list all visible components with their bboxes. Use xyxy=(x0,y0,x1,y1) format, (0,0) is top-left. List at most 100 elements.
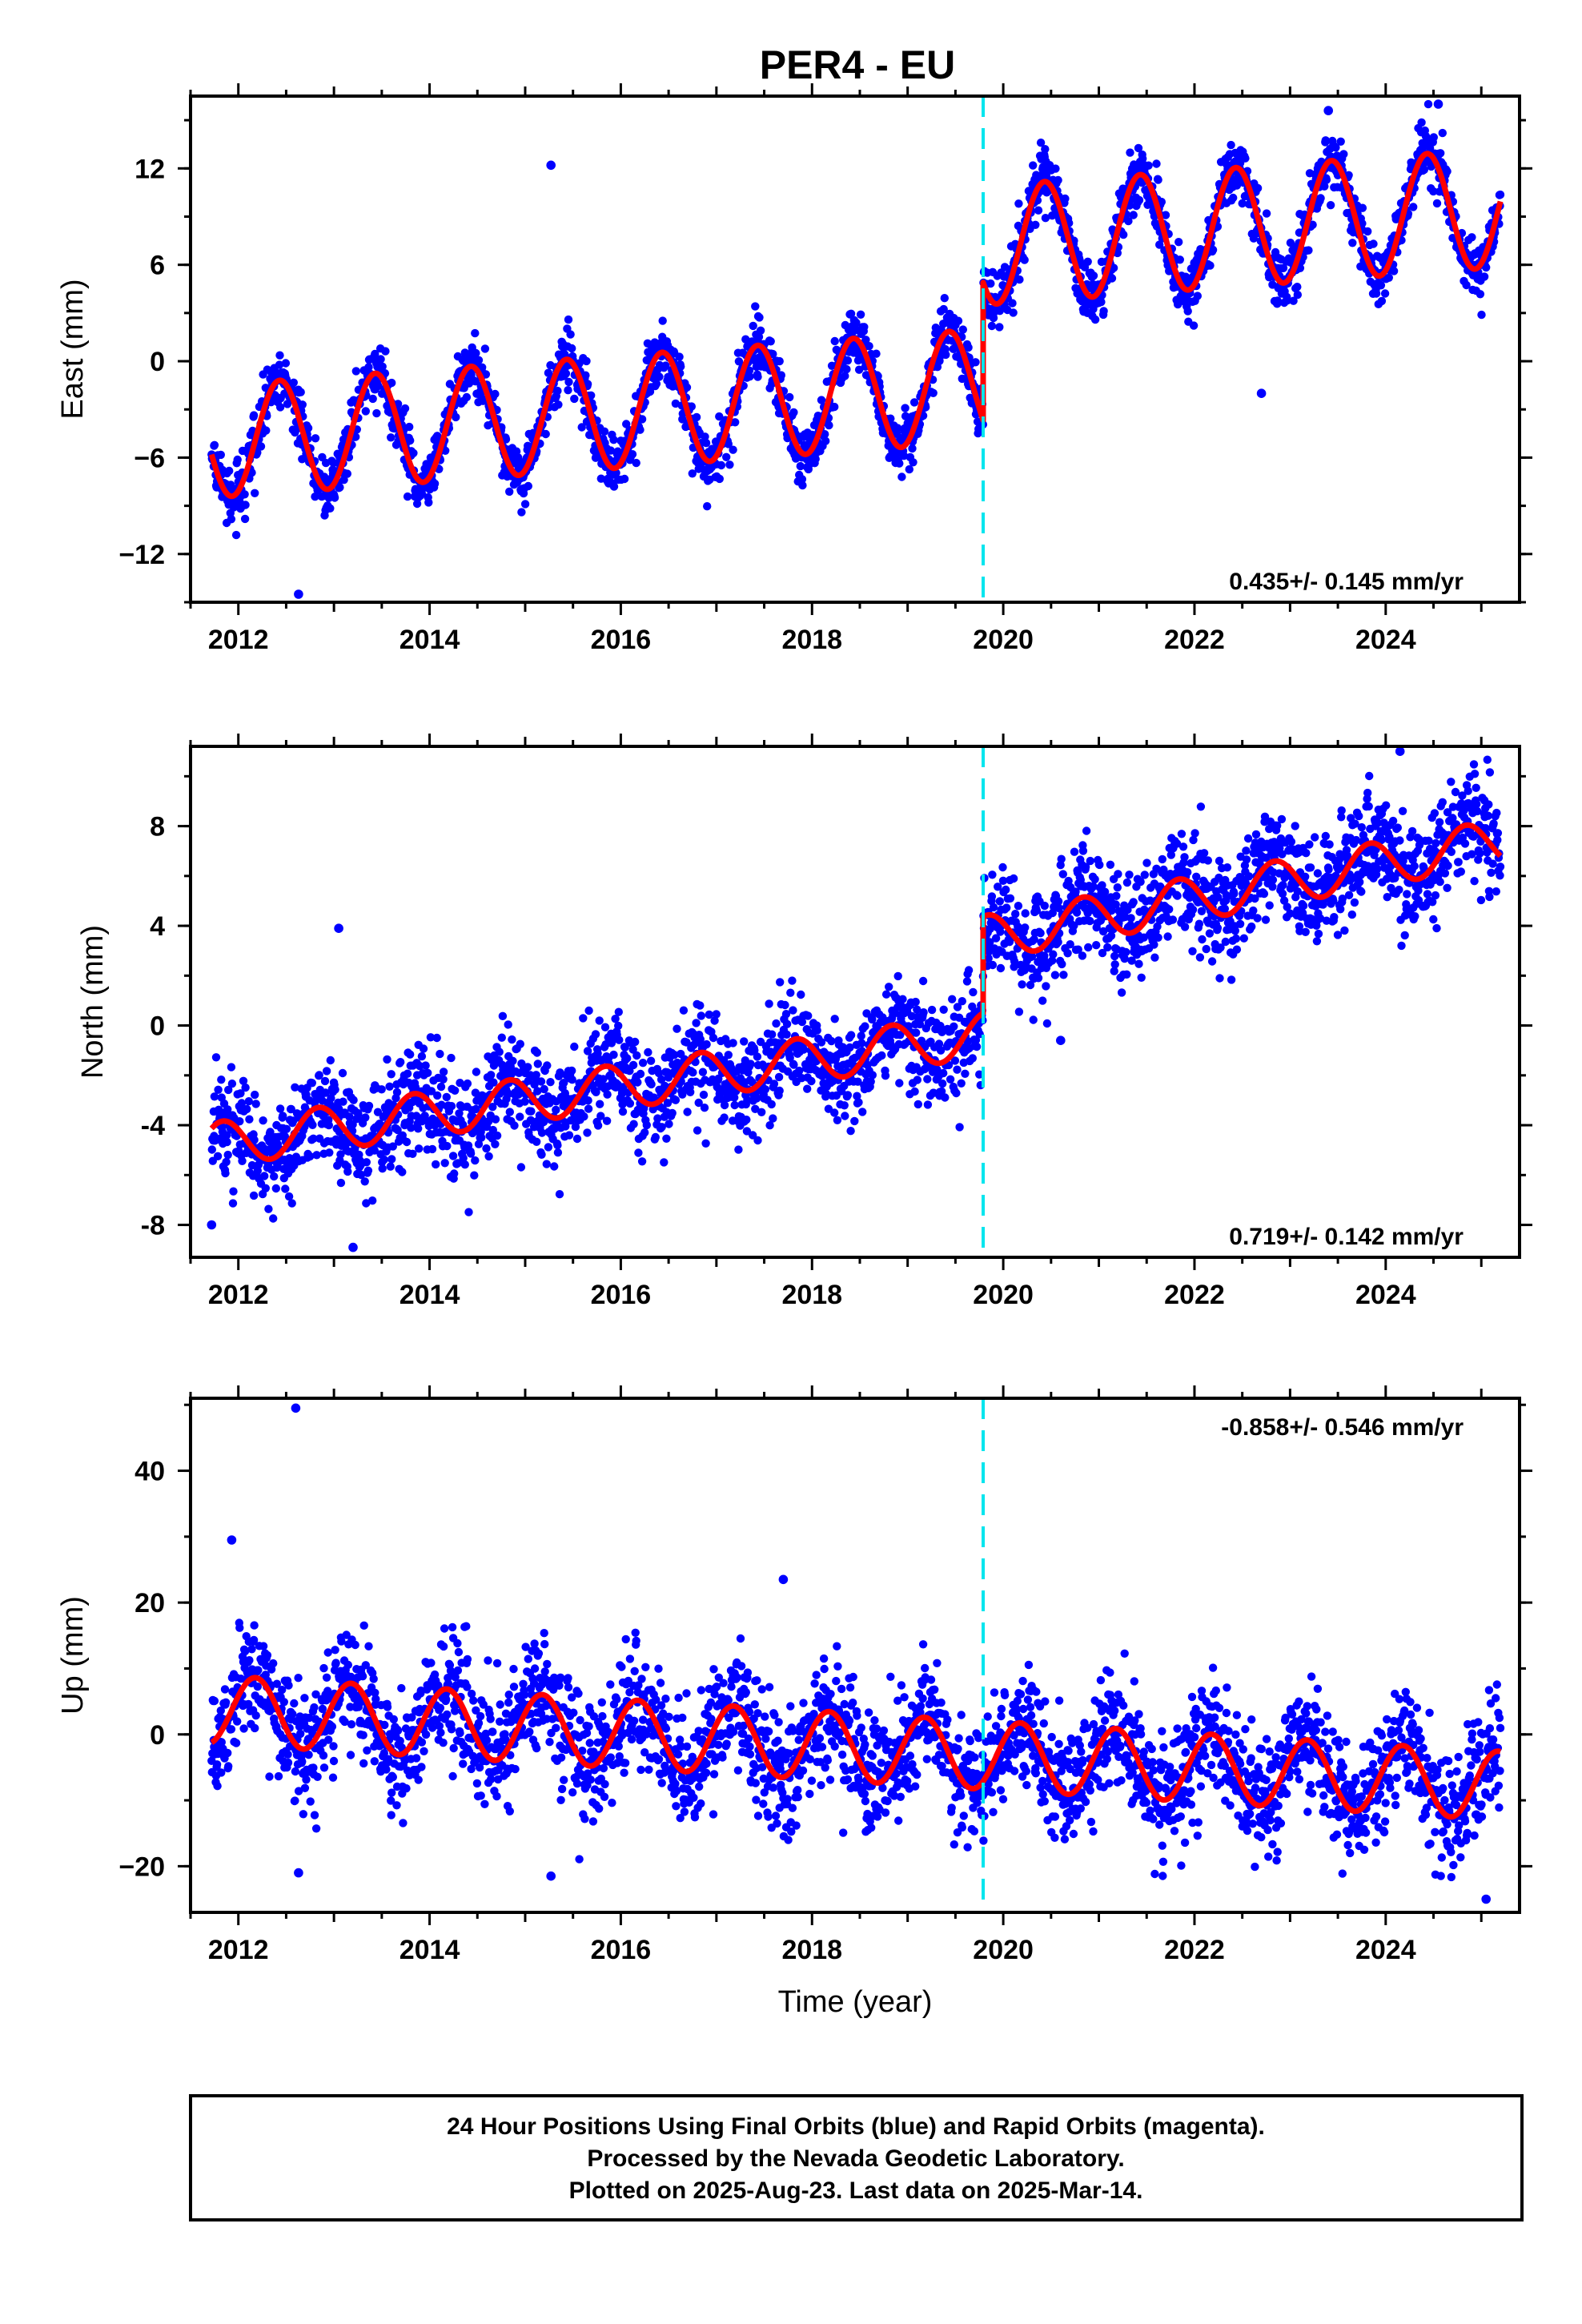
data-point xyxy=(428,1144,437,1154)
data-point xyxy=(821,430,829,439)
data-point xyxy=(1183,868,1192,877)
data-point xyxy=(287,1199,296,1208)
data-point xyxy=(330,493,339,502)
data-point xyxy=(1232,181,1242,190)
data-point xyxy=(668,1108,677,1118)
data-point xyxy=(856,310,865,319)
data-point xyxy=(1227,140,1235,150)
data-point xyxy=(385,1082,394,1092)
data-point xyxy=(479,396,488,405)
data-point xyxy=(614,1021,623,1031)
data-point xyxy=(830,1015,839,1023)
data-point xyxy=(421,1061,430,1070)
data-point xyxy=(279,1112,287,1120)
data-point xyxy=(432,1160,440,1169)
data-point xyxy=(667,375,676,384)
data-point xyxy=(554,400,563,409)
data-point xyxy=(842,364,851,374)
data-point xyxy=(986,279,995,288)
data-point xyxy=(901,404,909,412)
data-point xyxy=(995,897,1005,906)
data-point xyxy=(868,1071,877,1080)
x-tick-label: 2020 xyxy=(973,625,1034,655)
data-point xyxy=(1259,889,1269,899)
data-point xyxy=(609,1050,618,1059)
data-point xyxy=(1061,194,1070,203)
data-point xyxy=(430,479,440,489)
data-point xyxy=(210,440,219,449)
data-point xyxy=(566,330,575,339)
data-point xyxy=(701,439,711,448)
data-point xyxy=(1154,933,1162,943)
data-point xyxy=(222,1157,231,1167)
data-point xyxy=(912,1028,921,1037)
data-point xyxy=(745,366,754,375)
data-point xyxy=(1036,929,1045,938)
data-point xyxy=(683,1108,692,1116)
data-point xyxy=(532,1071,540,1080)
data-point xyxy=(782,1030,791,1039)
data-point xyxy=(1215,856,1224,866)
data-point xyxy=(1195,953,1205,962)
data-point xyxy=(1389,267,1399,275)
data-point xyxy=(1348,239,1357,247)
data-point xyxy=(540,1084,548,1094)
data-point xyxy=(260,1172,269,1180)
data-point xyxy=(918,976,928,986)
data-point xyxy=(662,1134,671,1144)
data-point xyxy=(1092,941,1101,950)
data-point xyxy=(472,1068,481,1076)
data-point xyxy=(1199,849,1209,858)
data-point xyxy=(1038,996,1047,1005)
data-point xyxy=(471,1156,480,1165)
data-point xyxy=(436,1049,444,1059)
data-point xyxy=(492,1131,502,1140)
data-point xyxy=(532,1137,541,1147)
data-point xyxy=(376,355,385,364)
data-point xyxy=(1099,307,1108,316)
data-point xyxy=(315,1071,323,1080)
data-point xyxy=(846,1127,855,1136)
data-point xyxy=(1235,919,1245,929)
data-point xyxy=(646,1056,656,1065)
data-point xyxy=(1125,870,1134,879)
data-point xyxy=(609,436,618,444)
data-point xyxy=(852,318,861,328)
data-point xyxy=(1021,923,1030,932)
data-point xyxy=(568,1066,576,1076)
data-point xyxy=(536,1077,546,1086)
data-point xyxy=(1134,143,1143,153)
data-point xyxy=(775,356,784,366)
outlier-point xyxy=(1433,99,1443,109)
data-point xyxy=(638,1059,648,1068)
data-point xyxy=(729,445,737,454)
data-point xyxy=(1304,246,1313,255)
data-point xyxy=(1011,910,1020,919)
data-point xyxy=(857,1039,866,1047)
data-point xyxy=(1251,830,1261,839)
data-point xyxy=(701,432,709,441)
data-point xyxy=(910,1087,919,1096)
data-point xyxy=(858,1108,867,1116)
data-point xyxy=(241,1083,250,1092)
data-point xyxy=(665,1120,673,1128)
data-point xyxy=(1034,974,1043,983)
data-point xyxy=(961,1069,970,1079)
data-point xyxy=(1163,932,1172,941)
data-point xyxy=(466,1149,476,1158)
data-point xyxy=(228,1199,238,1208)
data-point xyxy=(861,336,870,344)
data-point xyxy=(244,1097,253,1106)
data-point xyxy=(827,1036,836,1046)
data-point xyxy=(516,1163,526,1172)
data-point xyxy=(505,1108,514,1116)
data-point xyxy=(798,480,807,490)
data-point xyxy=(289,378,298,387)
data-point xyxy=(1377,296,1387,306)
data-point xyxy=(351,432,360,441)
data-point xyxy=(724,440,733,448)
data-point xyxy=(885,983,893,991)
data-point xyxy=(1293,283,1302,292)
data-point xyxy=(756,326,765,335)
data-point xyxy=(477,1133,486,1142)
